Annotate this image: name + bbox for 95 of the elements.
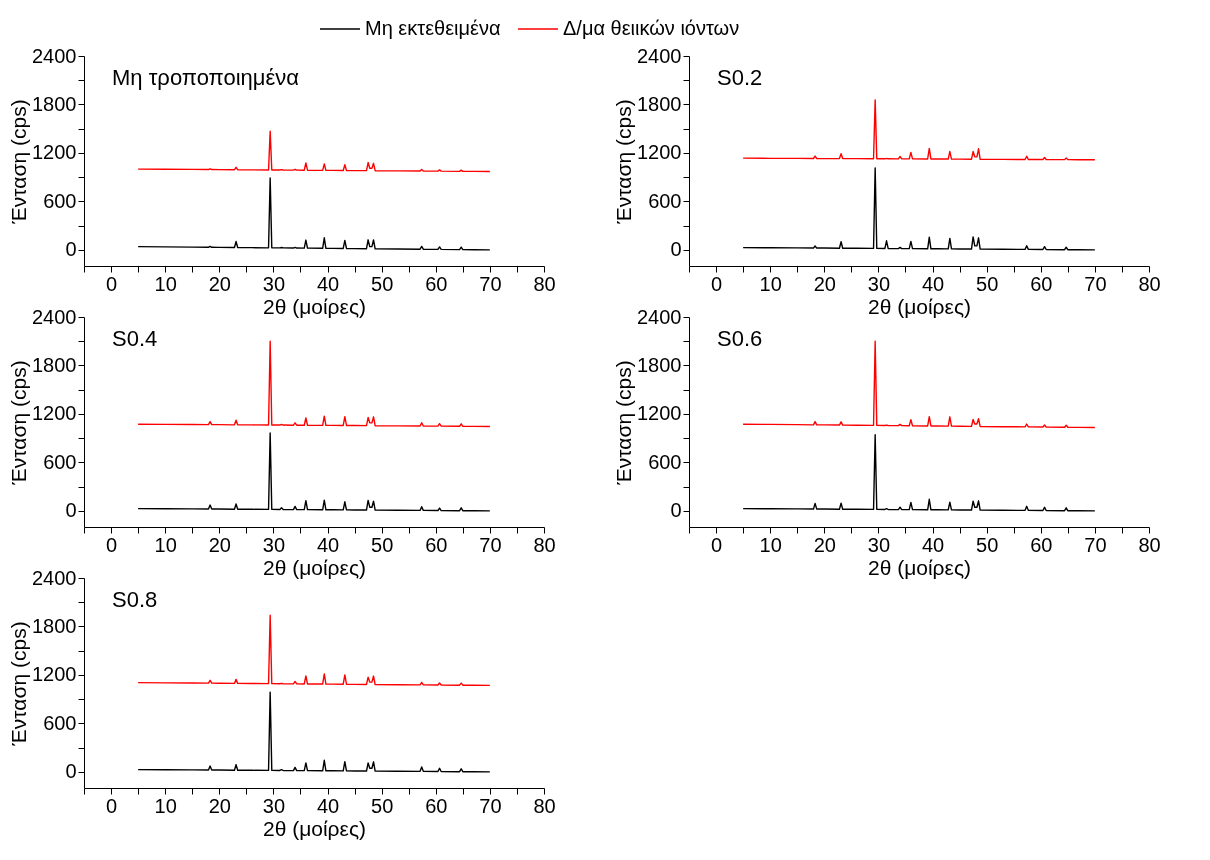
y-tick-label: 2400 — [32, 566, 77, 589]
x-tick-label: 10 — [154, 794, 177, 817]
x-tick-label: 80 — [533, 272, 556, 295]
x-tick-label: 10 — [759, 533, 782, 556]
x-tick-label: 70 — [1084, 272, 1107, 295]
y-tick-label: 0 — [670, 238, 682, 261]
x-tick-label: 20 — [813, 272, 836, 295]
y-tick-label: 0 — [670, 499, 682, 522]
x-tick-label: 50 — [371, 533, 394, 556]
x-tick-label: 0 — [106, 533, 118, 556]
x-tick-label: 50 — [371, 272, 394, 295]
y-tick-label: 0 — [65, 499, 77, 522]
x-tick-label: 10 — [759, 272, 782, 295]
x-tick-label: 20 — [813, 533, 836, 556]
y-tick-label: 600 — [648, 450, 682, 473]
x-axis-title: 2θ (μοίρες) — [262, 816, 367, 840]
annotation: S0.4 — [112, 326, 158, 351]
y-axis-title: Ένταση (cps) — [7, 99, 31, 225]
legend-label: Δ/μα θειικών ιόντων — [563, 17, 740, 39]
y-tick-label: 1800 — [32, 353, 77, 376]
x-tick-label: 50 — [976, 272, 999, 295]
x-axis-title: 2θ (μοίρες) — [867, 555, 972, 579]
x-tick-label: 30 — [867, 533, 891, 556]
x-tick-label: 40 — [921, 272, 945, 295]
y-tick-label: 1200 — [32, 141, 77, 164]
line-series — [742, 167, 1096, 251]
x-tick-label: 70 — [1084, 533, 1107, 556]
annotation: S0.2 — [717, 65, 763, 90]
y-tick-label: 0 — [65, 760, 77, 783]
x-tick-label: 50 — [976, 533, 999, 556]
x-tick-label: 30 — [867, 272, 891, 295]
x-tick-label: 10 — [154, 533, 177, 556]
x-tick-label: 20 — [208, 794, 231, 817]
y-tick-label: 1200 — [637, 141, 682, 164]
x-axis-title: 2θ (μοίρες) — [867, 294, 972, 318]
y-tick-label: 600 — [43, 450, 77, 473]
x-tick-label: 0 — [711, 272, 723, 295]
line-series — [742, 434, 1096, 512]
line-series — [137, 130, 491, 173]
y-axis-title: Ένταση (cps) — [612, 360, 636, 486]
line-series — [742, 99, 1096, 161]
x-axis-title: 2θ (μοίρες) — [262, 555, 367, 579]
x-tick-label: 80 — [533, 794, 556, 817]
y-tick-label: 2400 — [32, 305, 77, 328]
x-tick-label: 0 — [106, 272, 118, 295]
y-tick-label: 1200 — [32, 663, 77, 686]
x-tick-label: 40 — [316, 794, 340, 817]
annotation: S0.6 — [717, 326, 763, 351]
x-tick-label: 80 — [1138, 272, 1161, 295]
x-tick-label: 70 — [479, 272, 502, 295]
x-tick-label: 20 — [208, 533, 231, 556]
y-tick-label: 1200 — [637, 402, 682, 425]
line-series — [137, 614, 491, 687]
y-tick-label: 0 — [65, 238, 77, 261]
x-tick-label: 30 — [262, 533, 286, 556]
x-tick-label: 40 — [316, 272, 340, 295]
x-tick-label: 80 — [1138, 533, 1161, 556]
y-tick-label: 1800 — [32, 614, 77, 637]
x-tick-label: 60 — [1030, 533, 1053, 556]
x-tick-label: 60 — [1030, 272, 1053, 295]
y-tick-label: 1800 — [32, 92, 77, 115]
y-tick-label: 2400 — [637, 305, 682, 328]
x-tick-label: 70 — [479, 533, 502, 556]
y-tick-label: 2400 — [32, 44, 77, 67]
line-series — [137, 432, 491, 512]
y-tick-label: 600 — [648, 189, 682, 212]
x-tick-label: 40 — [921, 533, 945, 556]
x-tick-label: 0 — [711, 533, 723, 556]
x-tick-label: 60 — [425, 533, 448, 556]
x-tick-label: 0 — [106, 794, 118, 817]
legend-label: Μη εκτεθειμένα — [365, 17, 501, 39]
y-tick-label: 1200 — [32, 402, 77, 425]
y-tick-label: 1800 — [637, 353, 682, 376]
y-tick-label: 1800 — [637, 92, 682, 115]
y-axis-title: Ένταση (cps) — [7, 360, 31, 486]
x-tick-label: 20 — [208, 272, 231, 295]
x-tick-label: 30 — [262, 794, 286, 817]
x-tick-label: 80 — [533, 533, 556, 556]
y-tick-label: 600 — [43, 711, 77, 734]
x-tick-label: 70 — [479, 794, 502, 817]
x-tick-label: 40 — [316, 533, 340, 556]
x-tick-label: 60 — [425, 272, 448, 295]
y-axis-title: Ένταση (cps) — [7, 621, 31, 747]
line-series — [137, 177, 491, 251]
x-tick-label: 10 — [154, 272, 177, 295]
y-axis-title: Ένταση (cps) — [612, 99, 636, 225]
annotation: Μη τροποποιημένα — [112, 65, 300, 90]
annotation: S0.8 — [112, 587, 158, 612]
x-tick-label: 30 — [262, 272, 286, 295]
x-tick-label: 50 — [371, 794, 394, 817]
y-tick-label: 600 — [43, 189, 77, 212]
line-series — [137, 691, 491, 773]
x-tick-label: 60 — [425, 794, 448, 817]
y-tick-label: 2400 — [637, 44, 682, 67]
x-axis-title: 2θ (μοίρες) — [262, 294, 367, 318]
